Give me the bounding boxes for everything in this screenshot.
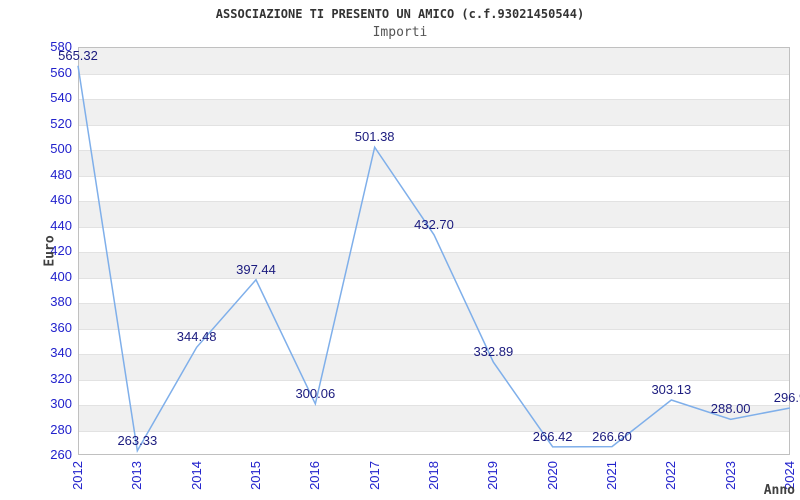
y-tick-label: 520 xyxy=(50,115,72,131)
background-band xyxy=(79,252,789,278)
x-tick-label: 2018 xyxy=(426,461,441,490)
x-axis-title: Anno xyxy=(763,483,795,498)
x-tick-label: 2014 xyxy=(188,461,204,490)
y-tick-label: 540 xyxy=(50,90,72,105)
y-tick-label: 480 xyxy=(50,166,72,182)
gridline xyxy=(79,99,789,100)
x-tick-label: 2015 xyxy=(248,461,263,490)
data-point-label: 288.00 xyxy=(710,401,751,417)
x-tick-label: 2023 xyxy=(722,461,738,490)
data-point-label: 263.33 xyxy=(117,432,158,448)
chart-subtitle: Importi xyxy=(372,25,428,40)
y-tick-label: 260 xyxy=(50,447,72,462)
data-point-label: 565.32 xyxy=(58,47,98,63)
data-point-label: 501.38 xyxy=(354,129,395,145)
y-tick-label: 380 xyxy=(50,294,72,309)
y-tick-label: 300 xyxy=(50,396,72,411)
data-point-label: 266.60 xyxy=(592,428,632,444)
y-tick-label: 560 xyxy=(50,64,72,80)
gridline xyxy=(79,405,789,406)
y-tick-label: 580 xyxy=(50,39,72,54)
x-tick-label: 2017 xyxy=(366,461,382,490)
gridline xyxy=(79,277,789,279)
gridline xyxy=(79,73,789,75)
x-tick-label: 2019 xyxy=(485,461,501,490)
data-point-label: 432.70 xyxy=(414,216,454,232)
data-point-label: 332.89 xyxy=(473,344,514,360)
data-point-label: 266.42 xyxy=(532,428,573,444)
x-tick-label: 2022 xyxy=(663,461,679,490)
y-tick-label: 360 xyxy=(50,319,72,335)
gridline xyxy=(79,201,789,202)
data-point-label: 344.48 xyxy=(176,329,217,345)
background-band xyxy=(79,354,789,380)
y-tick-label: 420 xyxy=(50,243,72,258)
y-tick-label: 440 xyxy=(50,217,72,233)
gridline xyxy=(79,430,789,432)
data-point-label: 296.9 xyxy=(773,389,800,405)
y-axis-title: Euro xyxy=(42,235,58,267)
gridline xyxy=(79,124,789,126)
y-tick-label: 280 xyxy=(50,421,72,437)
chart-title: ASSOCIAZIONE TI PRESENTO UN AMICO (c.f.9… xyxy=(215,7,585,21)
y-tick-label: 400 xyxy=(50,268,72,284)
x-tick-label: 2021 xyxy=(604,461,619,490)
gridline xyxy=(79,303,789,304)
x-tick-label: 2013 xyxy=(129,461,145,490)
gridline xyxy=(79,354,789,355)
background-band xyxy=(79,303,789,329)
x-tick-label: 2016 xyxy=(307,461,323,490)
data-point-label: 303.13 xyxy=(651,382,692,397)
x-tick-label: 2020 xyxy=(544,461,560,490)
y-tick-label: 340 xyxy=(50,345,72,360)
gridline xyxy=(79,252,789,253)
background-band xyxy=(79,150,789,176)
y-tick-label: 500 xyxy=(50,141,72,156)
data-point-label: 300.06 xyxy=(295,385,336,401)
background-band xyxy=(79,48,789,74)
x-tick-label: 2012 xyxy=(70,461,85,490)
gridline xyxy=(79,175,789,177)
data-point-label: 397.44 xyxy=(236,261,276,277)
gridline xyxy=(79,379,789,381)
y-tick-label: 320 xyxy=(50,370,72,386)
gridline xyxy=(79,150,789,151)
y-tick-label: 460 xyxy=(50,192,72,207)
background-band xyxy=(79,99,789,125)
background-band xyxy=(79,405,789,431)
